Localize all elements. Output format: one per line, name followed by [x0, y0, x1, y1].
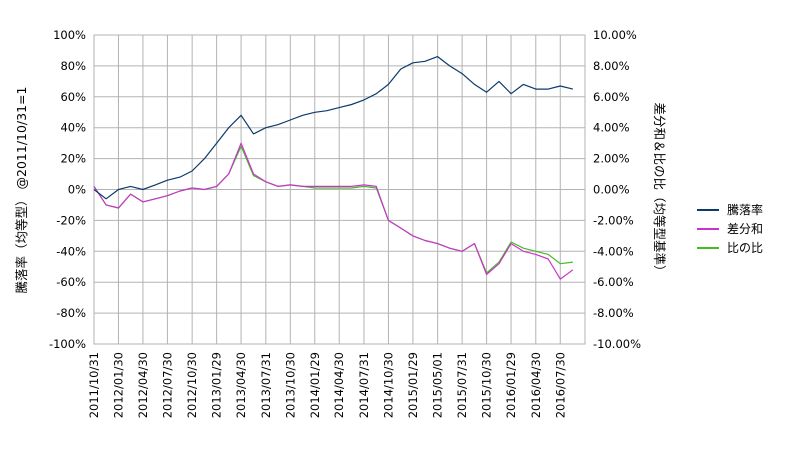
- y-right-tick-label: 10.00%: [593, 28, 637, 42]
- y-left-tick-label: 40%: [60, 121, 86, 135]
- y-right-tick-label: -8.00%: [593, 306, 634, 320]
- y-left-tick-label: 60%: [60, 90, 86, 104]
- series-line-2: [93, 142, 574, 280]
- x-tick-label: 2016/04/30: [529, 352, 543, 418]
- y-left-tick-label: -80%: [56, 306, 86, 320]
- y-left-tick-label: 100%: [53, 28, 86, 42]
- x-tick-label: 2011/10/31: [87, 352, 101, 418]
- y-axis-right-title: 差分和＆比の比（均等型基準）: [652, 102, 667, 277]
- x-tick-label: 2012/07/30: [160, 352, 174, 418]
- x-tick-label: 2014/10/30: [381, 352, 395, 418]
- x-tick-label: 2014/04/30: [332, 352, 346, 418]
- x-tick-label: 2013/04/30: [234, 352, 248, 418]
- x-tick-label: 2015/01/29: [406, 352, 420, 418]
- legend-label: 騰落率: [727, 202, 763, 217]
- x-tick-label: 2014/01/29: [308, 352, 322, 418]
- x-tick-label: 2015/10/30: [480, 352, 494, 418]
- x-tick-label: 2013/01/29: [210, 352, 224, 418]
- y-left-tick-label: -100%: [49, 337, 86, 351]
- y-left-tick-label: 20%: [60, 152, 86, 166]
- gridlines: [93, 34, 585, 345]
- x-tick-label: 2013/10/30: [283, 352, 297, 418]
- y-left-tick-label: -20%: [56, 213, 86, 227]
- legend-label: 差分和: [727, 222, 763, 236]
- y-right-tick-label: 4.00%: [593, 121, 630, 135]
- x-tick-label: 2012/04/30: [136, 352, 150, 418]
- y-right-tick-label: -10.00%: [593, 337, 641, 351]
- x-tick-label: 2016/01/29: [504, 352, 518, 418]
- y-left-tick-label: 0%: [68, 183, 86, 197]
- series-group: [93, 55, 574, 280]
- y-left-tick-label: -60%: [56, 275, 86, 289]
- x-tick-label: 2014/07/31: [357, 352, 371, 418]
- x-tick-label: 2013/07/31: [259, 352, 273, 418]
- y-right-tick-label: 0.00%: [593, 183, 630, 197]
- y-right-tick-label: -2.00%: [593, 213, 634, 227]
- x-tick-label: 2012/10/30: [185, 352, 199, 418]
- x-tick-label: 2015/05/01: [431, 352, 445, 418]
- x-tick-label: 2012/01/30: [111, 352, 125, 418]
- x-tick-label: 2015/07/31: [455, 352, 469, 418]
- y-left-tick-label: -40%: [56, 244, 86, 258]
- y-right-tick-label: 2.00%: [593, 152, 630, 166]
- x-tick-label: 2016/07/30: [553, 352, 567, 418]
- y-right-tick-label: -4.00%: [593, 244, 634, 258]
- series-line-1: [93, 55, 574, 200]
- y-right-tick-label: 8.00%: [593, 59, 630, 73]
- y-right-tick-label: 6.00%: [593, 90, 630, 104]
- y-right-tick-label: -6.00%: [593, 275, 634, 289]
- y-axis-right: 10.00% 8.00% 6.00% 4.00% 2.00% 0.00% -2.00% -4.…: [593, 28, 641, 351]
- y-left-tick-label: 80%: [60, 59, 86, 73]
- y-axis-left: 100% 80% 60% 40% 20% 0% -20% -40% -60% -80% -100%: [49, 28, 86, 351]
- x-axis: 2011/10/31 2012/01/30 2012/04/30 2012/07/30…: [87, 352, 567, 418]
- y-axis-left-title: 騰落率（均等型） @2011/10/31=1: [14, 87, 29, 294]
- legend-label: 比の比: [727, 241, 763, 255]
